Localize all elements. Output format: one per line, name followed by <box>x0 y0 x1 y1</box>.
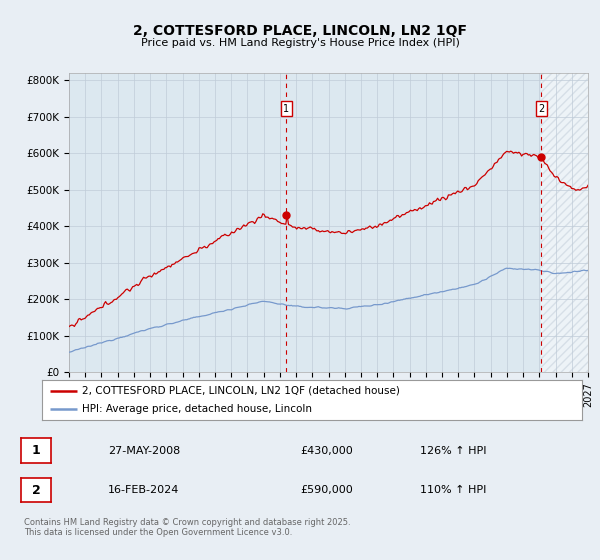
Text: 2, COTTESFORD PLACE, LINCOLN, LN2 1QF: 2, COTTESFORD PLACE, LINCOLN, LN2 1QF <box>133 24 467 38</box>
Text: Price paid vs. HM Land Registry's House Price Index (HPI): Price paid vs. HM Land Registry's House … <box>140 38 460 48</box>
Text: 27-MAY-2008: 27-MAY-2008 <box>108 446 180 456</box>
Text: £430,000: £430,000 <box>300 446 353 456</box>
Text: 2: 2 <box>538 104 544 114</box>
Text: 2: 2 <box>32 483 40 497</box>
Text: Contains HM Land Registry data © Crown copyright and database right 2025.
This d: Contains HM Land Registry data © Crown c… <box>24 518 350 538</box>
Text: 2, COTTESFORD PLACE, LINCOLN, LN2 1QF (detached house): 2, COTTESFORD PLACE, LINCOLN, LN2 1QF (d… <box>83 386 400 395</box>
Text: 126% ↑ HPI: 126% ↑ HPI <box>420 446 487 456</box>
Text: 1: 1 <box>32 444 40 458</box>
Text: 1: 1 <box>283 104 290 114</box>
Text: 16-FEB-2024: 16-FEB-2024 <box>108 485 179 495</box>
Text: £590,000: £590,000 <box>300 485 353 495</box>
Bar <box>541 73 588 372</box>
Text: HPI: Average price, detached house, Lincoln: HPI: Average price, detached house, Linc… <box>83 404 313 414</box>
Bar <box>541 73 588 372</box>
Text: 110% ↑ HPI: 110% ↑ HPI <box>420 485 487 495</box>
